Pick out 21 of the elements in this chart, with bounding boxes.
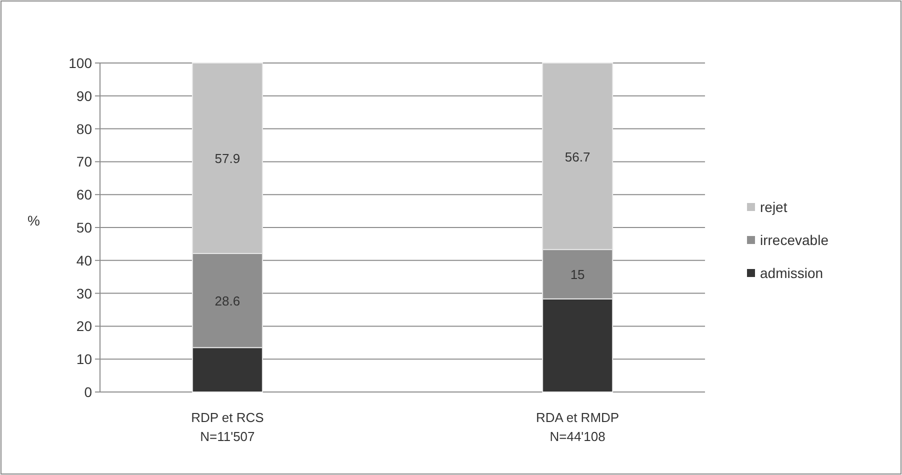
y-tick-label: 20 bbox=[76, 318, 92, 334]
y-tick-label: 50 bbox=[76, 220, 92, 236]
y-tick-label: 60 bbox=[76, 186, 92, 203]
data-label: 15 bbox=[570, 267, 585, 282]
legend-label: rejet bbox=[760, 199, 788, 215]
legend-label: admission bbox=[760, 265, 824, 281]
y-tick-label: 10 bbox=[76, 351, 92, 368]
y-tick-label: 90 bbox=[76, 88, 92, 104]
legend-label: irrecevable bbox=[760, 232, 829, 248]
x-tick-label: RDA et RMDP N=44'108 bbox=[536, 410, 620, 444]
x-tick-label: RDP et RCS N=11'507 bbox=[191, 410, 264, 444]
y-tick-label: 80 bbox=[76, 120, 92, 137]
y-axis-title: % bbox=[28, 212, 40, 228]
y-tick-label: 100 bbox=[68, 55, 92, 71]
data-label: 57.9 bbox=[214, 151, 240, 166]
y-tick-label: 40 bbox=[76, 252, 92, 268]
y-tick-label: 70 bbox=[76, 154, 92, 170]
data-label: 56.7 bbox=[564, 149, 590, 164]
data-label: 28.6 bbox=[214, 294, 240, 309]
y-tick-label: 0 bbox=[84, 384, 92, 400]
y-tick-label: 30 bbox=[76, 285, 92, 302]
